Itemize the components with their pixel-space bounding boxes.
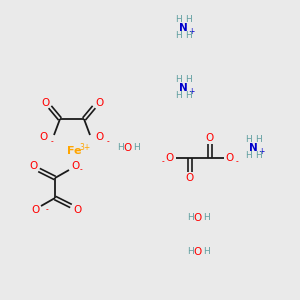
Text: O: O (166, 153, 174, 163)
Text: H: H (202, 214, 209, 223)
Text: +: + (258, 148, 264, 157)
Text: H: H (202, 248, 209, 256)
Text: H: H (187, 214, 194, 223)
Text: O: O (226, 153, 234, 163)
Text: H: H (256, 136, 262, 145)
Text: O: O (40, 132, 48, 142)
Text: N: N (178, 23, 188, 33)
Text: O: O (41, 98, 49, 108)
Text: H: H (175, 16, 182, 25)
Text: 3+: 3+ (80, 142, 91, 152)
Text: +: + (188, 88, 194, 97)
Text: O: O (194, 247, 202, 257)
Text: H: H (186, 16, 192, 25)
Text: +: + (188, 28, 194, 37)
Text: O: O (194, 213, 202, 223)
Text: H: H (244, 136, 251, 145)
Text: H: H (256, 152, 262, 160)
Text: N: N (178, 83, 188, 93)
Text: H: H (175, 76, 182, 85)
Text: O: O (29, 161, 37, 171)
Text: H: H (186, 32, 192, 40)
Text: -: - (80, 166, 82, 175)
Text: H: H (175, 92, 182, 100)
Text: O: O (31, 205, 39, 215)
Text: H: H (186, 76, 192, 85)
Text: H: H (186, 92, 192, 100)
Text: N: N (249, 143, 257, 153)
Text: H: H (244, 152, 251, 160)
Text: O: O (186, 173, 194, 183)
Text: -: - (236, 158, 238, 166)
Text: H: H (117, 143, 123, 152)
Text: -: - (51, 137, 53, 146)
Text: O: O (96, 132, 104, 142)
Text: O: O (206, 133, 214, 143)
Text: -: - (46, 206, 48, 214)
Text: H: H (187, 248, 194, 256)
Text: Fe: Fe (67, 146, 81, 156)
Text: O: O (124, 143, 132, 153)
Text: O: O (71, 161, 79, 171)
Text: H: H (175, 32, 182, 40)
Text: -: - (106, 137, 110, 146)
Text: -: - (162, 158, 164, 166)
Text: O: O (73, 205, 81, 215)
Text: O: O (95, 98, 103, 108)
Text: H: H (133, 143, 140, 152)
